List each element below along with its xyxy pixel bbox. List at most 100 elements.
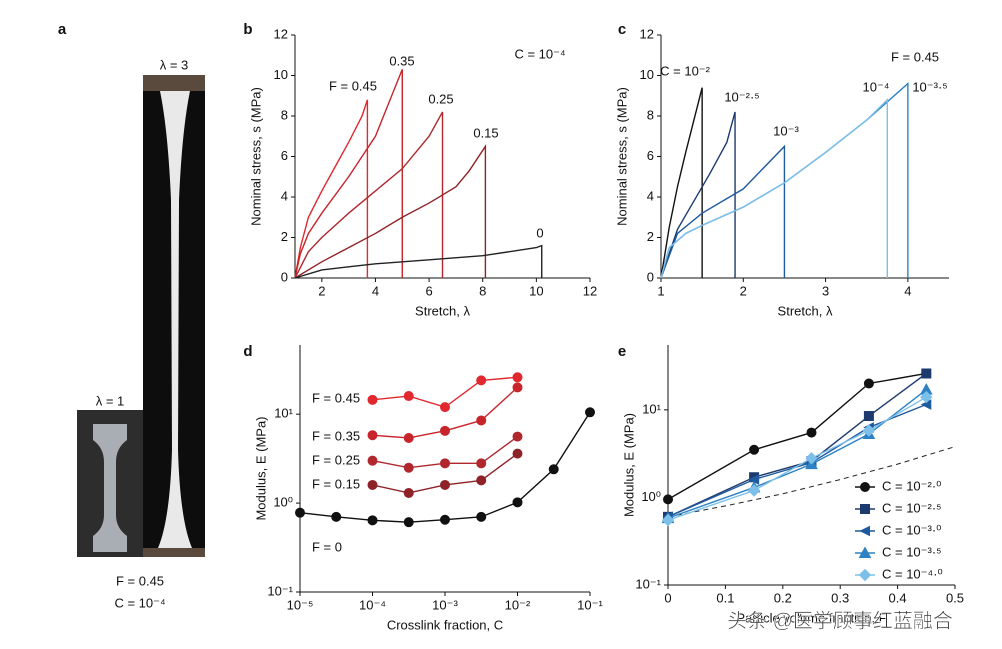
marker bbox=[585, 407, 595, 418]
marker bbox=[367, 479, 378, 490]
data-line bbox=[294, 69, 403, 279]
y-tick-label: 2 bbox=[647, 229, 654, 244]
panel-letter: d bbox=[243, 343, 252, 360]
x-tick-label: 0.2 bbox=[774, 590, 792, 605]
series-label: F = 0 bbox=[312, 539, 342, 554]
marker bbox=[512, 448, 523, 459]
series-label: F = 0.35 bbox=[312, 428, 360, 443]
photo-caption: C = 10⁻⁴ bbox=[114, 595, 165, 610]
x-tick-label: 10 bbox=[529, 283, 543, 298]
y-tick-label: 12 bbox=[274, 26, 288, 41]
marker bbox=[476, 375, 487, 386]
marker bbox=[663, 494, 673, 505]
marker bbox=[661, 513, 675, 527]
x-tick-label: 2 bbox=[318, 283, 325, 298]
clamp bbox=[143, 548, 205, 557]
series-label: F = 0.45 bbox=[329, 78, 377, 93]
series-label: 0.15 bbox=[473, 125, 498, 140]
specimen-stretched bbox=[158, 91, 192, 548]
marker bbox=[863, 378, 874, 389]
marker bbox=[747, 484, 761, 497]
y-tick-label: 0 bbox=[281, 269, 288, 284]
marker bbox=[548, 464, 559, 475]
y-tick-label: 6 bbox=[647, 148, 654, 163]
clamp bbox=[143, 75, 205, 91]
marker bbox=[440, 402, 450, 413]
x-tick-label: 0.3 bbox=[831, 590, 849, 605]
marker bbox=[921, 368, 932, 379]
x-tick-label: 2 bbox=[740, 283, 747, 298]
panel-letter: e bbox=[618, 343, 626, 360]
marker bbox=[920, 390, 933, 404]
photo-caption: F = 0.45 bbox=[116, 573, 164, 588]
series-label: 10⁻⁴ bbox=[863, 79, 890, 94]
marker bbox=[403, 432, 414, 443]
marker bbox=[512, 497, 523, 508]
watermark: 头条 @医学顾事红蓝融合 bbox=[727, 609, 953, 632]
marker bbox=[512, 431, 523, 442]
y-tick-label: 4 bbox=[647, 188, 654, 203]
marker bbox=[512, 382, 523, 393]
marker bbox=[403, 487, 414, 498]
data-line bbox=[660, 87, 703, 279]
series-label: F = 0.45 bbox=[312, 390, 360, 405]
y-tick-label: 10⁻¹ bbox=[267, 583, 293, 598]
x-tick-label: 0.1 bbox=[716, 590, 734, 605]
legend-label: C = 10⁻³·⁵ bbox=[882, 544, 942, 559]
series-label: F = 0.25 bbox=[312, 452, 360, 467]
legend-label: C = 10⁻²·⁵ bbox=[882, 500, 942, 515]
marker bbox=[440, 425, 450, 436]
marker bbox=[367, 515, 378, 526]
marker bbox=[403, 391, 414, 402]
y-axis-label: Nominal stress, s (MPa) bbox=[614, 87, 629, 226]
y-tick-label: 10¹ bbox=[642, 401, 661, 416]
marker bbox=[331, 511, 342, 522]
panel-letter: a bbox=[58, 21, 67, 38]
marker bbox=[476, 511, 487, 522]
annotation: C = 10⁻⁴ bbox=[514, 46, 565, 61]
reference-line bbox=[667, 446, 956, 518]
marker bbox=[440, 479, 450, 490]
series-label: 0 bbox=[536, 225, 543, 240]
marker bbox=[862, 424, 876, 437]
marker bbox=[863, 411, 874, 422]
x-tick-label: 10⁻² bbox=[505, 597, 531, 612]
legend-label: C = 10⁻⁴·⁰ bbox=[882, 566, 943, 581]
photo-label: λ = 3 bbox=[160, 57, 189, 72]
y-tick-label: 2 bbox=[281, 229, 288, 244]
x-axis-label: Crosslink fraction, C bbox=[387, 617, 503, 632]
legend-marker bbox=[858, 546, 872, 558]
x-tick-label: 0.4 bbox=[889, 590, 907, 605]
y-tick-label: 6 bbox=[281, 148, 288, 163]
marker bbox=[476, 475, 487, 486]
y-tick-label: 10 bbox=[640, 67, 654, 82]
x-tick-label: 3 bbox=[822, 283, 829, 298]
panel-letter: c bbox=[618, 21, 626, 38]
legend-marker bbox=[860, 504, 870, 514]
x-axis-label: Particle volume fraction, F bbox=[736, 610, 886, 625]
panel-letter: b bbox=[243, 21, 252, 38]
series-label: C = 10⁻² bbox=[660, 63, 711, 78]
specimen-relaxed bbox=[93, 424, 127, 552]
y-tick-label: 10⁰ bbox=[641, 489, 661, 504]
marker bbox=[403, 517, 414, 528]
marker bbox=[476, 415, 487, 426]
photo-panel: a λ = 3 λ = 1 F = 0.45 C = 10⁻⁴ bbox=[58, 21, 205, 610]
legend-label: C = 10⁻²·⁰ bbox=[882, 478, 941, 493]
x-tick-label: 8 bbox=[479, 283, 486, 298]
marker bbox=[403, 462, 414, 473]
legend-marker bbox=[859, 525, 870, 537]
series-label: 0.25 bbox=[428, 91, 453, 106]
x-tick-label: 12 bbox=[583, 283, 597, 298]
y-tick-label: 4 bbox=[281, 188, 288, 203]
y-tick-label: 8 bbox=[647, 107, 654, 122]
marker bbox=[295, 507, 305, 518]
data-line bbox=[294, 111, 444, 279]
x-tick-label: 10⁻¹ bbox=[577, 597, 603, 612]
series-label: 10⁻³ bbox=[773, 123, 799, 138]
data-line bbox=[667, 372, 927, 518]
data-line bbox=[660, 111, 736, 279]
marker bbox=[440, 514, 450, 525]
